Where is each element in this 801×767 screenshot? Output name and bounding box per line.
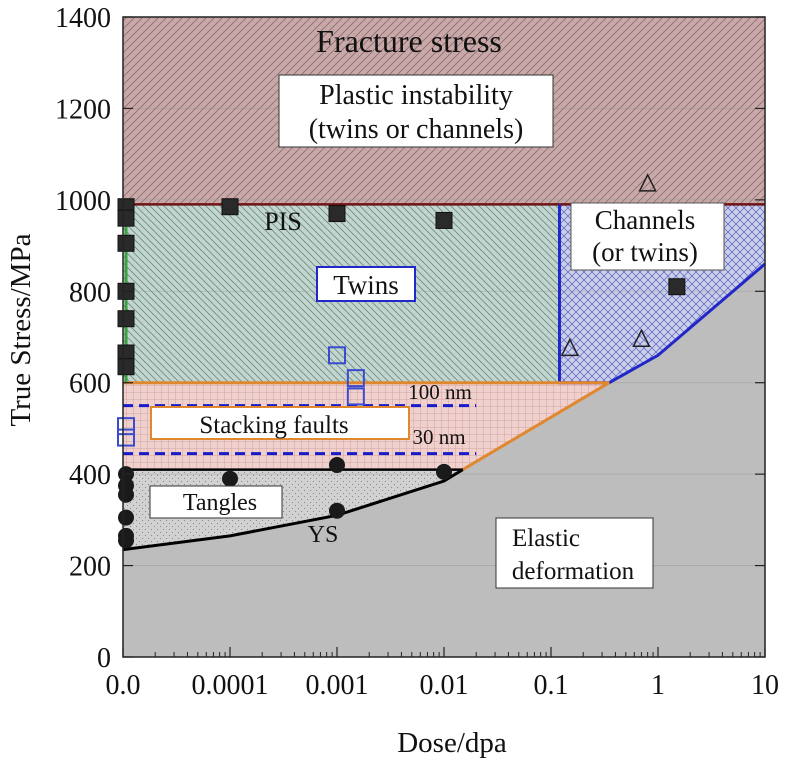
- y-tick-label-0: 0: [97, 643, 111, 674]
- fracture-stress-label: Fracture stress: [316, 23, 502, 59]
- y-tick-label-4: 800: [69, 277, 111, 308]
- x-tick-label-6: 10: [751, 670, 779, 701]
- marker-circle-2: [118, 486, 134, 503]
- marker-square-2: [117, 234, 135, 252]
- channels-box: [570, 202, 725, 271]
- marker-square-9: [435, 211, 453, 229]
- marker-square-10: [668, 278, 686, 296]
- plastic-instability-box: [278, 74, 554, 148]
- marker-triangle-1: [632, 328, 651, 348]
- y-tick-label-2: 400: [69, 460, 111, 491]
- annotations-layer: Fracture stress Plastic instability (twi…: [149, 23, 725, 589]
- marker-circle-8: [329, 502, 345, 519]
- marker-square-6: [117, 358, 135, 376]
- x-tick-label-1: 0.0001: [192, 670, 269, 701]
- elastic-sublabel: deformation: [512, 558, 635, 585]
- marker-square-7: [221, 198, 239, 216]
- x-axis-ticks: 0.0 0.0001 0.001 0.01 0.1 1 10: [106, 647, 779, 701]
- marker-triangle-2: [560, 337, 580, 357]
- x-tick-label-0: 0.0: [106, 670, 141, 701]
- x-tick-label-4: 0.1: [534, 670, 569, 701]
- x-axis-title: Dose/dpa: [397, 727, 507, 759]
- marker-circle-7: [329, 457, 345, 473]
- marker-open-square-4: [346, 387, 365, 406]
- twins-label: Twins: [333, 270, 399, 300]
- x-tick-label-2: 0.001: [306, 670, 369, 701]
- x-tick-label-3: 0.01: [420, 670, 469, 701]
- pis-label: PIS: [264, 207, 302, 236]
- marker-circle-5: [118, 532, 134, 549]
- plastic-instability-label: Plastic instability: [319, 80, 513, 111]
- marker-open-square-0: [117, 417, 135, 436]
- elastic-label: Elastic: [512, 525, 580, 552]
- twins-box: [316, 266, 416, 302]
- marker-circle-6: [222, 470, 238, 487]
- y-tick-label-1: 200: [69, 552, 111, 583]
- channels-sublabel: (or twins): [592, 237, 698, 267]
- marker-square-1: [117, 209, 135, 227]
- plastic-instability-sublabel: (twins or channels): [309, 114, 524, 145]
- y-tick-label-7: 1400: [55, 3, 111, 34]
- stacking-diagonal-boundary: [462, 381, 610, 471]
- y-axis-title: True Stress/MPa: [5, 233, 37, 426]
- marker-open-square-1: [117, 428, 135, 447]
- x-tick-label-5: 1: [651, 670, 665, 701]
- marker-open-square-3: [346, 369, 365, 388]
- tangles-label: Tangles: [183, 490, 257, 516]
- channels-label: Channels: [595, 205, 696, 235]
- ys-label: YS: [308, 522, 339, 548]
- marker-square-4: [117, 310, 135, 328]
- marker-triangle-0: [638, 173, 657, 192]
- y-tick-label-3: 600: [69, 369, 111, 400]
- marker-open-square-2: [328, 346, 346, 365]
- stacking-faults-box: [150, 406, 410, 440]
- markers-layer: [117, 173, 686, 549]
- y-tick-label-5: 1000: [55, 186, 111, 217]
- y-tick-label-6: 1200: [55, 94, 111, 125]
- marker-circle-3: [118, 509, 134, 526]
- stacking-faults-label: Stacking faults: [199, 412, 348, 439]
- label-100nm: 100 nm: [408, 380, 472, 404]
- marker-square-8: [328, 205, 346, 223]
- label-30nm: 30 nm: [412, 425, 465, 449]
- y-axis-ticks: 0 200 400 600 800 1000 1200 1400: [55, 3, 765, 674]
- elastic-deformation-box: [495, 517, 654, 589]
- tangles-box: [149, 485, 283, 519]
- marker-circle-9: [436, 463, 452, 480]
